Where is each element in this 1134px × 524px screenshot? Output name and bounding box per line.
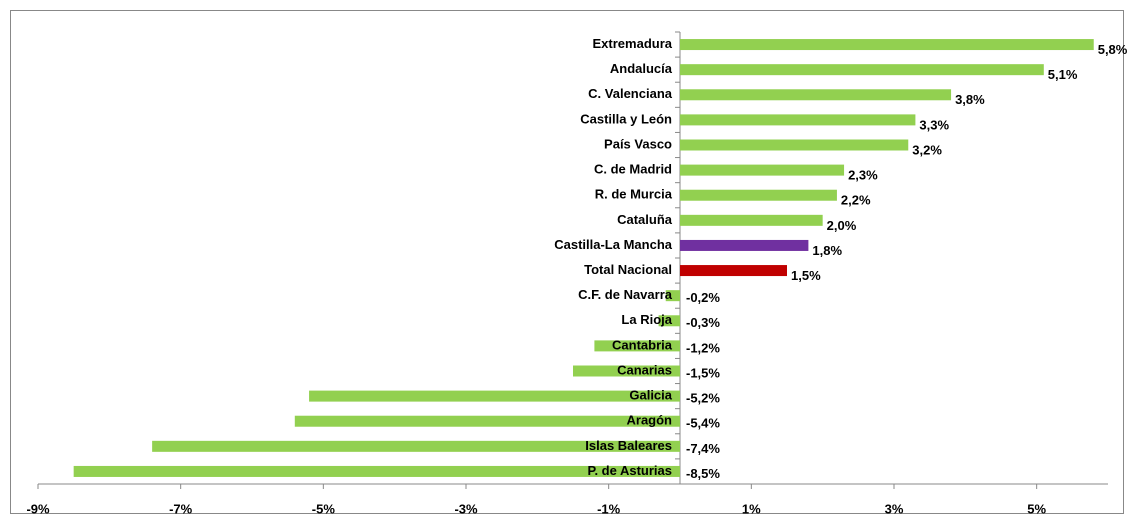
category-label: Galicia xyxy=(629,388,672,403)
bar xyxy=(152,440,681,452)
category-label: Castilla y León xyxy=(580,111,672,126)
category-label: Castilla-La Mancha xyxy=(554,237,673,252)
bar xyxy=(680,64,1044,76)
bar xyxy=(594,340,680,352)
category-label: La Rioja xyxy=(621,312,672,327)
value-label: 3,8% xyxy=(955,92,985,107)
category-label: Islas Baleares xyxy=(585,438,672,453)
value-label: -0,2% xyxy=(686,290,720,305)
value-label: 3,3% xyxy=(919,117,949,132)
value-label: 5,1% xyxy=(1048,67,1078,82)
bar xyxy=(309,390,680,402)
category-label: País Vasco xyxy=(604,136,672,151)
value-label: -0,3% xyxy=(686,315,720,330)
bar xyxy=(680,164,845,176)
category-label: Cataluña xyxy=(617,212,673,227)
category-label: Total Nacional xyxy=(584,262,672,277)
value-label: -8,5% xyxy=(686,466,720,481)
category-label: Canarias xyxy=(617,362,672,377)
category-label: Cantabria xyxy=(612,337,673,352)
category-label: C. de Madrid xyxy=(594,162,672,177)
value-label: -7,4% xyxy=(686,441,720,456)
bar xyxy=(665,290,680,302)
value-label: 2,2% xyxy=(841,193,871,208)
value-label: 3,2% xyxy=(912,142,942,157)
chart-frame xyxy=(10,10,1124,514)
value-label: 2,3% xyxy=(848,168,878,183)
category-label: Extremadura xyxy=(593,36,673,51)
x-tick-label: -5% xyxy=(312,501,336,516)
value-label: -1,5% xyxy=(686,365,720,380)
bar xyxy=(680,239,809,251)
value-label: 5,8% xyxy=(1098,42,1128,57)
x-tick-label: -7% xyxy=(169,501,193,516)
bar xyxy=(680,139,909,151)
category-label: P. de Asturias xyxy=(587,463,672,478)
bar xyxy=(294,415,680,427)
value-label: 1,8% xyxy=(812,243,842,258)
x-tick-label: 3% xyxy=(885,501,904,516)
value-label: 2,0% xyxy=(827,218,857,233)
category-label: C.F. de Navarra xyxy=(578,287,673,302)
category-label: R. de Murcia xyxy=(595,187,673,202)
category-label: C. Valenciana xyxy=(588,86,673,101)
x-tick-label: 5% xyxy=(1027,501,1046,516)
x-tick-label: -1% xyxy=(597,501,621,516)
bar xyxy=(658,315,680,327)
x-tick-label: -3% xyxy=(454,501,478,516)
bar xyxy=(680,189,837,201)
bar xyxy=(680,214,823,226)
category-label: Aragón xyxy=(627,413,673,428)
value-label: 1,5% xyxy=(791,268,821,283)
bar xyxy=(680,265,787,277)
bar xyxy=(573,365,680,377)
value-label: -5,4% xyxy=(686,416,720,431)
bar xyxy=(680,39,1094,51)
x-tick-label: 1% xyxy=(742,501,761,516)
value-label: -1,2% xyxy=(686,340,720,355)
bar xyxy=(73,465,680,477)
category-label: Andalucía xyxy=(610,61,673,76)
value-label: -5,2% xyxy=(686,391,720,406)
bar xyxy=(680,89,952,101)
x-tick-label: -9% xyxy=(26,501,50,516)
bar xyxy=(680,114,916,126)
